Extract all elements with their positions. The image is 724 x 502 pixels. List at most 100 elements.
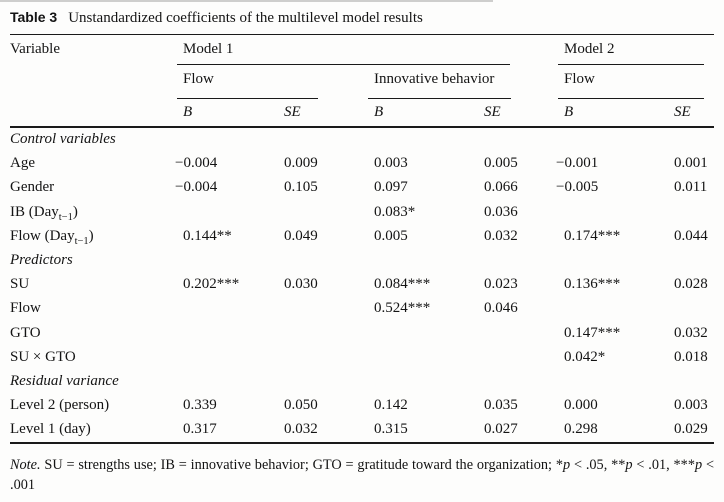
data-cell: 0.147*** <box>564 324 621 341</box>
data-cell: 0.046 <box>484 300 518 317</box>
data-cell: 0.317 <box>177 417 278 444</box>
data-cell: −0.004 <box>175 179 218 196</box>
section-row-predictors: Predictors <box>10 248 714 272</box>
data-cell: 0.032 <box>278 417 368 444</box>
data-cell: 0.028 <box>674 276 708 293</box>
data-cell <box>668 200 714 224</box>
note-text: SU = strengths use; IB = innovative beha… <box>40 456 563 473</box>
row-label: Age <box>10 155 35 172</box>
row-label: Level 2 (person) <box>10 397 110 414</box>
note-text: < .05, ** <box>570 456 626 473</box>
header-rule-model2 <box>558 63 705 65</box>
row-label: SU <box>10 276 30 293</box>
data-cell: 0.003 <box>674 397 708 414</box>
note-p-italic: p <box>694 456 703 473</box>
data-cell: 0.315 <box>368 417 478 444</box>
col-header-model1: Model 1 <box>177 35 558 65</box>
section-row-residual-variance: Residual variance <box>10 369 714 393</box>
table-header: Variable Model 1 Model 2 Flow Innovative… <box>10 34 715 128</box>
data-cell: 0.174*** <box>564 227 621 244</box>
data-cell: 0.011 <box>674 179 708 196</box>
data-cell: 0.083* <box>374 203 416 220</box>
data-cell: 0.035 <box>484 397 518 414</box>
section-label: Residual variance <box>10 372 119 389</box>
col-header-b-flow-m1: B <box>177 98 278 128</box>
data-cell <box>278 321 368 345</box>
data-cell: 0.005 <box>374 227 408 244</box>
innovative-behavior-label: Innovative behavior <box>374 70 495 87</box>
col-header-se-flow-m2: SE <box>668 98 715 128</box>
data-cell: 0.003 <box>374 155 408 172</box>
row-ib-day-lag: IB (Dayt−1) 0.083* 0.036 <box>10 200 714 224</box>
data-cell: 0.084*** <box>374 276 431 293</box>
data-cell: 0.097 <box>374 179 408 196</box>
data-cell: 0.142 <box>374 397 408 414</box>
table-body: Control variables Age −0.004 0.009 0.003… <box>10 127 715 444</box>
data-cell <box>177 297 278 321</box>
col-header-se-ib-m1: SE <box>478 98 559 128</box>
table-number: Table 3 <box>10 9 58 25</box>
section-label: Predictors <box>10 252 73 269</box>
data-cell: 0.144** <box>183 227 232 244</box>
data-cell <box>368 321 478 345</box>
row-label: SU × GTO <box>10 348 76 365</box>
note-text: < .01, *** <box>632 456 695 473</box>
note-p-italic: p <box>562 456 571 473</box>
col-header-model2: Model 2 <box>558 35 714 65</box>
data-cell: 0.298 <box>558 417 669 444</box>
row-level1-day: Level 1 (day) 0.317 0.032 0.315 0.027 0.… <box>10 417 715 444</box>
data-cell: 0.049 <box>284 227 318 244</box>
data-cell: 0.027 <box>478 417 559 444</box>
row-label: Gender <box>10 179 55 196</box>
row-label: Flow (Dayt−1) <box>10 227 94 247</box>
row-flow: Flow 0.524*** 0.046 <box>10 297 714 321</box>
col-header-variable: Variable <box>10 34 177 128</box>
col-header-b-flow-m2: B <box>558 98 669 128</box>
data-cell: 0.044 <box>674 227 708 244</box>
data-cell: 0.032 <box>484 227 518 244</box>
data-cell: 0.202*** <box>183 276 240 293</box>
note-label: Note. <box>10 456 41 473</box>
data-cell: 0.000 <box>564 397 598 414</box>
data-cell <box>368 345 478 369</box>
data-cell <box>668 297 714 321</box>
data-cell: 0.066 <box>484 179 518 196</box>
col-header-innovative-behavior: Innovative behavior <box>368 65 558 99</box>
col-header-b-ib-m1: B <box>368 98 478 128</box>
row-su-x-gto: SU × GTO 0.042* 0.018 <box>10 345 714 369</box>
data-cell: −0.004 <box>175 155 218 172</box>
data-cell <box>177 321 278 345</box>
model2-label: Model 2 <box>564 41 615 57</box>
row-age: Age −0.004 0.009 0.003 0.005 −0.001 0.00… <box>10 152 714 176</box>
row-label: GTO <box>10 324 41 341</box>
data-cell: −0.005 <box>556 179 599 196</box>
col-header-flow-model2: Flow <box>558 65 714 99</box>
header-rule-flow-model1 <box>177 97 318 99</box>
header-rule-model1 <box>177 63 510 65</box>
data-cell: 0.105 <box>284 179 318 196</box>
results-table: Variable Model 1 Model 2 Flow Innovative… <box>10 34 715 444</box>
data-cell <box>278 200 368 224</box>
flow-model1-label: Flow <box>183 70 214 87</box>
data-cell: −0.001 <box>556 155 599 172</box>
row-label: Level 1 (day) <box>10 417 177 444</box>
header-row-statistics: B SE B SE B SE <box>10 98 715 128</box>
data-cell: 0.005 <box>484 155 518 172</box>
table-caption-text: Unstandardized coefficients of the multi… <box>68 10 423 26</box>
data-cell <box>278 345 368 369</box>
col-header-se-flow-m1: SE <box>278 98 368 128</box>
data-cell: 0.030 <box>284 276 318 293</box>
row-su: SU 0.202*** 0.030 0.084*** 0.023 0.136**… <box>10 273 714 297</box>
table-note: Note. SU = strengths use; IB = innovativ… <box>10 455 714 496</box>
data-cell <box>478 321 558 345</box>
flow-model2-label: Flow <box>564 70 595 87</box>
row-gender: Gender −0.004 0.105 0.097 0.066 −0.005 0… <box>10 176 714 200</box>
data-cell <box>558 297 668 321</box>
note-p-italic: p <box>625 456 633 473</box>
row-label: IB (Dayt−1) <box>10 203 78 223</box>
note-text: < .001 <box>10 456 715 494</box>
data-cell: 0.136*** <box>564 276 621 293</box>
data-cell: 0.023 <box>484 276 518 293</box>
row-gto: GTO 0.147*** 0.032 <box>10 321 714 345</box>
